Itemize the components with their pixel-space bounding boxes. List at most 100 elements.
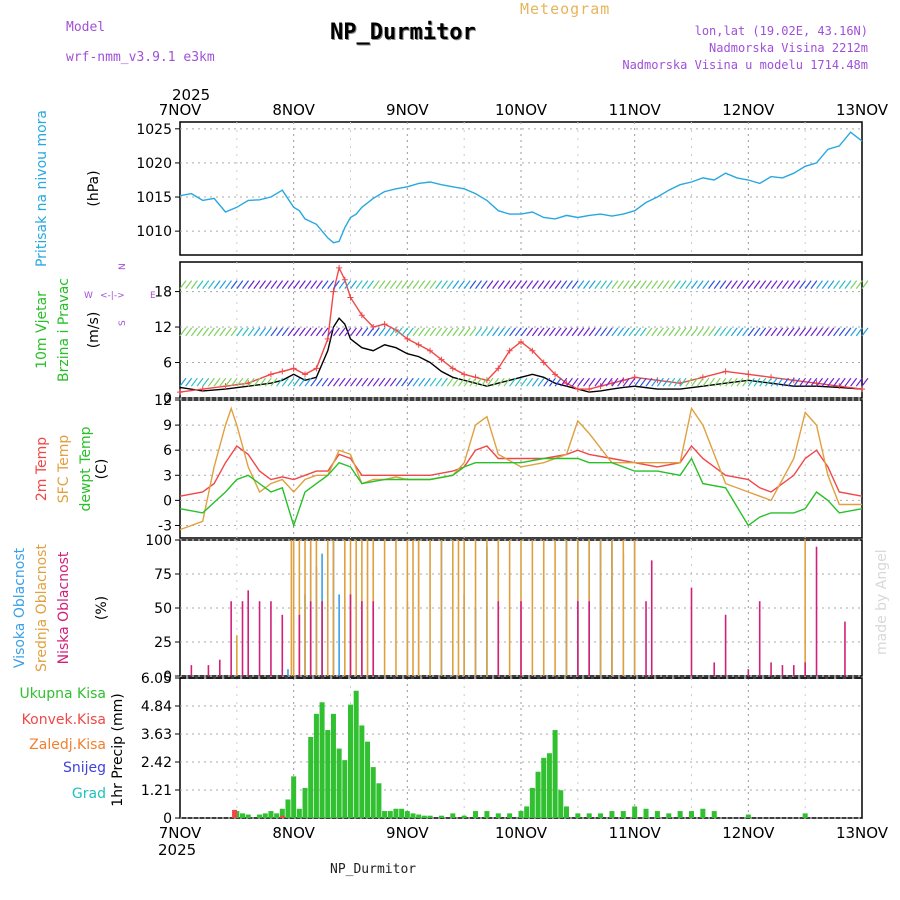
y-tick-label: 1020 xyxy=(136,156,172,172)
wind-barb xyxy=(332,327,340,337)
bar-ukupna-kisa xyxy=(404,811,410,818)
wind-barb xyxy=(713,280,721,289)
wind-barb xyxy=(668,377,676,387)
wind-barb xyxy=(736,280,744,289)
wind-barb xyxy=(673,280,681,289)
panel-unit: (hPa) xyxy=(86,170,102,206)
x-tick-label-top: 7NOV xyxy=(159,101,202,119)
wind-barb xyxy=(179,377,187,387)
compass-arrows: <-|-> xyxy=(100,291,125,301)
compass-w: W xyxy=(84,291,93,301)
wind-barb xyxy=(440,327,448,337)
bar-ukupna-kisa xyxy=(399,808,405,818)
altitude-label: Nadmorska Visina 2212m xyxy=(709,41,868,55)
gust-marker xyxy=(506,347,513,354)
gust-marker xyxy=(586,386,593,393)
x-tick-label-top: 11NOV xyxy=(609,101,662,119)
wind-barb xyxy=(725,280,733,289)
gust-marker xyxy=(336,264,343,271)
wind-barb xyxy=(327,377,335,387)
wind-barb xyxy=(708,327,716,337)
bar-ukupna-kisa xyxy=(598,813,604,818)
wind-barb xyxy=(565,377,573,387)
bar-ukupna-kisa xyxy=(342,760,348,818)
wind-barb xyxy=(350,377,357,387)
wind-barb xyxy=(855,377,863,387)
watermark: made by Angel xyxy=(874,549,890,655)
y-tick-label: 0 xyxy=(163,391,172,407)
wind-barb xyxy=(378,327,386,337)
wind-barb xyxy=(548,280,556,289)
wind-barb xyxy=(691,377,698,387)
x-tick-label-top: 13NOV xyxy=(836,101,889,119)
y-tick-label: 50 xyxy=(154,601,172,617)
wind-barb xyxy=(520,377,528,387)
y-tick-label: 6 xyxy=(163,443,172,459)
gust-marker xyxy=(415,341,422,348)
wind-barb xyxy=(685,377,693,387)
y-tick-label: 0 xyxy=(163,669,172,685)
wind-barb xyxy=(259,327,267,337)
wind-barb xyxy=(639,327,647,337)
wind-barb xyxy=(685,327,693,337)
wind-barb xyxy=(571,377,579,387)
compass-rose: N E S W <-|-> xyxy=(84,263,156,326)
wind-barb xyxy=(651,280,659,289)
wind-barb xyxy=(645,327,653,337)
wind-barb xyxy=(770,280,778,289)
wind-barb xyxy=(207,327,215,337)
wind-barb xyxy=(560,327,568,337)
wind-barb xyxy=(833,377,841,387)
wind-barb xyxy=(639,280,647,289)
wind-barb xyxy=(452,377,460,387)
wind-barb xyxy=(520,327,528,337)
gust-marker xyxy=(438,356,445,363)
wind-barb xyxy=(429,377,437,387)
wind-barb xyxy=(651,327,659,337)
wind-barb xyxy=(656,280,664,289)
gust-marker xyxy=(330,288,337,295)
wind-barb xyxy=(719,327,727,337)
panel-ylabel: 10m Vjetar xyxy=(34,291,50,369)
y-tick-label: 1015 xyxy=(136,190,172,206)
wind-barb xyxy=(395,280,403,289)
wind-barb xyxy=(276,280,284,289)
wind-barb xyxy=(628,377,636,387)
wind-barb xyxy=(526,327,534,337)
panel-wind: 0 6 12 18 10m Vjetar Brzina i Pravac (m/s) xyxy=(34,261,869,407)
wind-barb xyxy=(458,280,465,289)
wind-barb xyxy=(281,377,289,387)
wind-barb xyxy=(463,327,471,337)
wind-barb xyxy=(384,280,392,289)
wind-barb xyxy=(509,280,517,289)
wind-barb xyxy=(492,327,500,337)
wind-barb xyxy=(662,327,670,337)
wind-barb xyxy=(764,327,772,337)
wind-barb xyxy=(804,327,812,337)
precip-legend-item: Ukupna Kisa xyxy=(19,686,106,702)
wind-barb xyxy=(577,327,585,337)
panel-unit: (m/s) xyxy=(86,312,102,349)
bar-ukupna-kisa xyxy=(325,730,331,818)
wind-barb xyxy=(594,377,602,387)
wind-barb xyxy=(713,327,721,337)
precip-legend-item: Grad xyxy=(72,786,106,802)
wind-barb xyxy=(605,327,613,337)
bar-ukupna-kisa xyxy=(541,757,547,818)
wind-barb xyxy=(673,377,681,387)
wind-barb xyxy=(480,377,488,387)
wind-barb xyxy=(242,327,249,337)
series-slp xyxy=(179,131,863,244)
year-label-bottom: 2025 xyxy=(158,841,196,859)
wind-barb xyxy=(327,280,335,289)
wind-barb xyxy=(742,280,750,289)
bar-ukupna-kisa xyxy=(240,813,246,818)
panel-ylabel: SFC Temp xyxy=(56,435,72,504)
wind-barb xyxy=(730,377,738,387)
wind-barb xyxy=(412,280,420,289)
wind-barb xyxy=(531,377,539,387)
wind-barb xyxy=(287,377,295,387)
wind-barb xyxy=(202,377,210,387)
bar-ukupna-kisa xyxy=(450,813,456,818)
wind-barb xyxy=(293,280,301,289)
